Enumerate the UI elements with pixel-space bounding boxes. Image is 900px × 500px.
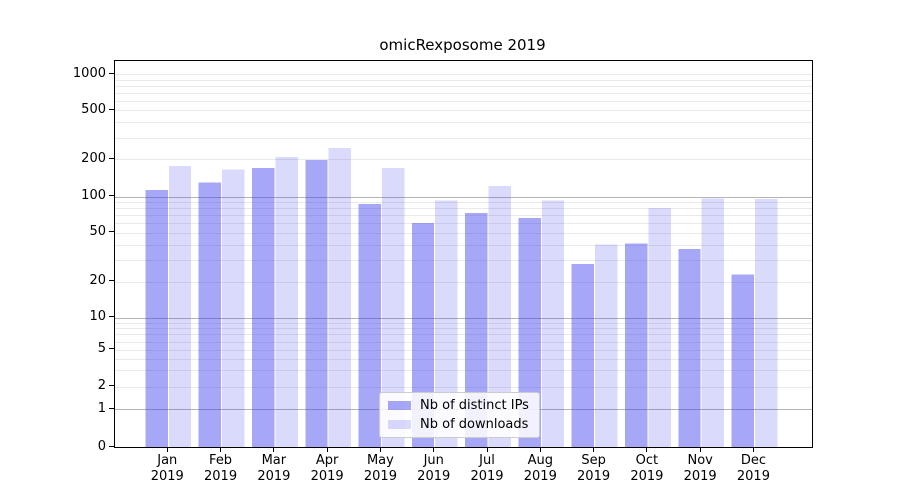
legend-label-downloads: Nb of downloads [420,417,529,432]
x-tick-label-nov: Nov 2019 [683,453,717,484]
x-tick-label-may: May 2019 [363,453,397,484]
legend-item-downloads: Nb of downloads [388,417,529,432]
legend-item-distinct-ips: Nb of distinct IPs [388,398,529,413]
x-tick-label-jul: Jul 2019 [470,453,504,484]
bar-distinct-ips-jul [465,212,488,447]
y-tick-20 [109,280,114,282]
y-tick-label-10: 10 [89,309,106,325]
x-tick-label-oct: Oct 2019 [630,453,664,484]
bar-downloads-jul [488,185,511,447]
bar-downloads-feb [222,169,245,447]
y-tick-0 [109,445,114,447]
plot-area [114,60,813,448]
legend-label-distinct-ips: Nb of distinct IPs [420,398,529,413]
bar-downloads-dec [754,199,778,447]
bar-downloads-jan [168,166,192,447]
x-tick-label-aug: Aug 2019 [523,453,557,484]
x-tick-jul [486,447,488,452]
x-tick-label-mar: Mar 2019 [257,453,291,484]
y-tick-50 [109,231,114,233]
plot-svg [115,74,812,447]
y-tick-1000 [109,72,114,74]
x-tick-mar [273,447,275,452]
x-tick-label-sep: Sep 2019 [577,453,611,484]
bar-distinct-ips-aug [518,218,541,447]
y-tick-label-1: 1 [97,400,106,416]
bar-distinct-ips-feb [198,182,222,447]
bar-downloads-may [381,168,405,447]
bar-distinct-ips-mar [252,168,275,447]
y-tick-label-500: 500 [81,101,106,117]
legend: Nb of distinct IPs Nb of downloads [379,392,540,438]
y-tick-label-2: 2 [97,378,106,394]
x-tick-oct [646,447,648,452]
x-tick-apr [326,447,328,452]
bar-downloads-sep [595,244,618,447]
bar-downloads-jun [435,200,458,447]
y-tick-label-100: 100 [81,188,106,204]
bar-distinct-ips-jan [145,190,168,447]
x-tick-label-dec: Dec 2019 [736,453,770,484]
y-tick-1 [109,407,114,409]
y-tick-label-5: 5 [97,341,106,357]
x-tick-label-jan: Jan 2019 [150,453,184,484]
y-tick-100 [109,195,114,197]
bar-distinct-ips-nov [678,248,701,447]
chart-title: omicRexposome 2019 [379,36,546,54]
legend-swatch-distinct-ips [388,401,411,410]
bar-downloads-oct [648,208,671,447]
x-tick-sep [593,447,595,452]
bar-downloads-nov [701,198,725,447]
x-tick-jan [166,447,168,452]
y-tick-10 [109,316,114,318]
bar-distinct-ips-jun [411,223,435,447]
y-tick-label-20: 20 [89,273,106,289]
bar-downloads-aug [541,200,565,447]
y-tick-500 [109,108,114,110]
y-tick-label-50: 50 [89,224,106,240]
x-tick-label-apr: Apr 2019 [310,453,344,484]
y-tick-label-0: 0 [97,438,106,454]
y-tick-label-200: 200 [81,150,106,166]
x-tick-jun [433,447,435,452]
x-tick-label-jun: Jun 2019 [417,453,451,484]
x-tick-feb [220,447,222,452]
x-tick-dec [752,447,754,452]
x-tick-label-feb: Feb 2019 [204,453,238,484]
y-tick-2 [109,385,114,387]
legend-swatch-downloads [388,420,411,429]
bar-distinct-ips-dec [731,274,754,447]
y-tick-5 [109,348,114,350]
y-tick-label-1000: 1000 [72,65,106,81]
bar-downloads-mar [275,157,298,447]
y-tick-200 [109,157,114,159]
x-tick-nov [699,447,701,452]
bar-distinct-ips-oct [625,243,648,447]
bar-distinct-ips-may [358,203,381,447]
bar-distinct-ips-sep [571,263,595,447]
x-tick-may [379,447,381,452]
x-tick-aug [539,447,541,452]
bar-downloads-apr [328,147,351,447]
bar-distinct-ips-apr [305,159,328,447]
